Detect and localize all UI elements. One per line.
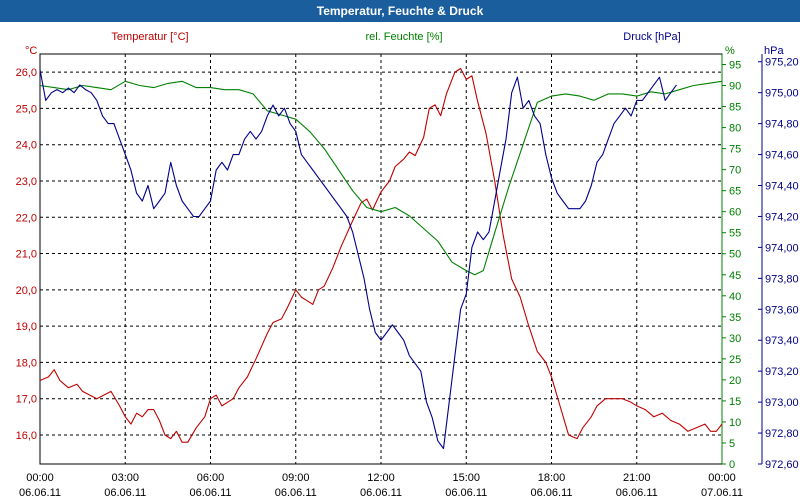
humidity-tick-label: 80 xyxy=(729,123,741,135)
humidity-tick-label: 35 xyxy=(729,312,741,324)
temperature-tick-label: 20,0 xyxy=(16,285,37,297)
temperature-tick-label: 18,0 xyxy=(16,357,37,369)
pressure-unit: hPa xyxy=(764,45,784,57)
humidity-tick-label: 0 xyxy=(729,459,735,471)
x-tick-date: 06.06.11 xyxy=(616,487,658,499)
temperature-tick-label: 22,0 xyxy=(16,212,37,224)
pressure-tick-label: 972,60 xyxy=(765,459,799,471)
humidity-tick-label: 10 xyxy=(729,417,741,429)
series-line-humidity xyxy=(39,80,723,276)
humidity-tick-label: 90 xyxy=(729,81,741,93)
humidity-tick-label: 70 xyxy=(729,165,741,177)
series-line-temperature xyxy=(39,67,723,443)
x-tick-time: 09:00 xyxy=(282,472,310,484)
pressure-tick-label: 973,60 xyxy=(765,304,799,316)
pressure-tick-label: 973,20 xyxy=(765,366,799,378)
humidity-tick-label: 55 xyxy=(729,228,741,240)
humidity-tick-label: 50 xyxy=(729,249,741,261)
humidity-tick-label: 40 xyxy=(729,291,741,303)
pressure-tick-label: 975,20 xyxy=(765,57,799,69)
x-tick-time: 00:00 xyxy=(26,472,54,484)
x-tick-date: 06.06.11 xyxy=(189,487,231,499)
humidity-unit: % xyxy=(725,45,735,57)
humidity-tick-label: 75 xyxy=(729,144,741,156)
temperature-tick-label: 19,0 xyxy=(16,321,37,333)
x-tick-date: 06.06.11 xyxy=(275,487,317,499)
x-tick-date: 06.06.11 xyxy=(360,487,402,499)
humidity-axis-title: rel. Feuchte [%] xyxy=(365,31,442,43)
x-tick-time: 00:00 xyxy=(708,472,736,484)
x-tick-time: 03:00 xyxy=(111,472,139,484)
temperature-tick-label: 16,0 xyxy=(16,430,37,442)
x-tick-time: 21:00 xyxy=(623,472,651,484)
temperature-tick-label: 24,0 xyxy=(16,140,37,152)
x-tick-date: 07.06.11 xyxy=(701,487,743,499)
x-tick-date: 06.06.11 xyxy=(19,487,61,499)
humidity-tick-label: 45 xyxy=(729,270,741,282)
x-tick-date: 06.06.11 xyxy=(530,487,572,499)
pressure-axis-title: Druck [hPa] xyxy=(623,31,680,43)
x-tick-time: 15:00 xyxy=(452,472,480,484)
pressure-tick-label: 974,00 xyxy=(765,242,799,254)
humidity-tick-label: 85 xyxy=(729,102,741,114)
humidity-tick-label: 20 xyxy=(729,375,741,387)
x-tick-time: 12:00 xyxy=(367,472,395,484)
pressure-tick-label: 972,80 xyxy=(765,428,799,440)
temperature-tick-label: 23,0 xyxy=(16,176,37,188)
pressure-tick-label: 974,40 xyxy=(765,181,799,193)
humidity-tick-label: 65 xyxy=(729,186,741,198)
x-tick-time: 18:00 xyxy=(538,472,566,484)
humidity-tick-label: 5 xyxy=(729,438,735,450)
temperature-tick-label: 21,0 xyxy=(16,249,37,261)
chart-svg: 16,0 17,0 18,0 19,0 20,0 21,0 22,0 23,0 24,0 25,0… xyxy=(16,31,799,499)
pressure-tick-label: 973,40 xyxy=(765,335,799,347)
temperature-axis-title: Temperatur [°C] xyxy=(111,31,188,43)
temperature-tick-label: 17,0 xyxy=(16,394,37,406)
x-tick-date: 06.06.11 xyxy=(104,487,146,499)
series-line-pressure xyxy=(39,69,677,450)
x-tick-time: 06:00 xyxy=(197,472,225,484)
temperature-unit: °C xyxy=(25,45,37,57)
pressure-tick-label: 973,80 xyxy=(765,273,799,285)
pressure-tick-label: 973,00 xyxy=(765,397,799,409)
pressure-tick-label: 974,60 xyxy=(765,150,799,162)
humidity-tick-label: 60 xyxy=(729,207,741,219)
pressure-tick-label: 974,20 xyxy=(765,211,799,223)
x-tick-date: 06.06.11 xyxy=(445,487,487,499)
humidity-tick-label: 25 xyxy=(729,354,741,366)
pressure-tick-label: 974,80 xyxy=(765,119,799,131)
humidity-tick-label: 95 xyxy=(729,60,741,72)
chart-title: Temperatur, Feuchte & Druck xyxy=(0,0,800,22)
temperature-tick-label: 25,0 xyxy=(16,103,37,115)
pressure-tick-label: 975,00 xyxy=(765,88,799,100)
humidity-tick-label: 30 xyxy=(729,333,741,345)
humidity-tick-label: 15 xyxy=(729,396,741,408)
temperature-tick-label: 26,0 xyxy=(16,67,37,79)
